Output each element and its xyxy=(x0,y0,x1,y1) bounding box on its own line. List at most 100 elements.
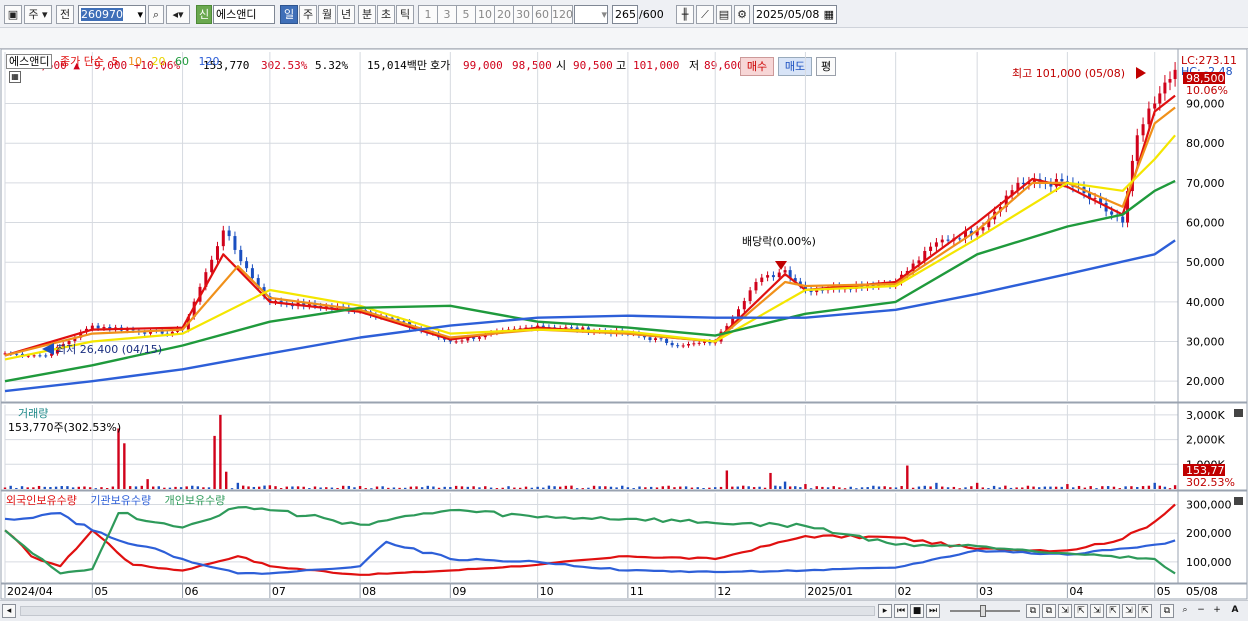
interval-60-button[interactable]: 60 xyxy=(532,5,552,24)
zoom-in-icon[interactable]: + xyxy=(1213,605,1221,615)
candle-body xyxy=(803,285,807,290)
holdings-line xyxy=(4,506,1176,575)
volume-bar xyxy=(489,487,493,489)
calendar-icon[interactable]: ▦ xyxy=(823,8,834,21)
period-second-button[interactable]: 초 xyxy=(377,5,395,24)
x-tick-label: 08 xyxy=(362,585,376,598)
tool-icon-7[interactable]: ⇲ xyxy=(1122,604,1136,618)
volume-bar xyxy=(815,486,818,489)
copy-icon[interactable]: ⧉ xyxy=(1160,604,1174,618)
tool-icon-8[interactable]: ⇱ xyxy=(1138,604,1152,618)
volume-bar xyxy=(472,486,475,489)
custom-interval-select[interactable]: ▾ xyxy=(574,5,608,24)
dropdown-arrow-icon: ▾ xyxy=(137,8,143,21)
candle-body xyxy=(575,327,579,331)
tool-icon-4[interactable]: ⇱ xyxy=(1074,604,1088,618)
first-page-icon[interactable]: ⏮ xyxy=(894,604,908,618)
period-week-button[interactable]: 주 xyxy=(299,5,317,24)
zoom-out-icon[interactable]: − xyxy=(1197,605,1205,615)
market-type-select[interactable]: 주 ▾ xyxy=(24,5,52,24)
x-tick-label: 03 xyxy=(979,585,993,598)
candle-body xyxy=(541,325,545,327)
holdings-line xyxy=(4,511,1176,575)
volume-bar xyxy=(679,486,682,489)
dividend-annotation: 배당락(0.00%) xyxy=(742,235,816,248)
volume-bar xyxy=(524,486,528,489)
period-tick-button[interactable]: 틱 xyxy=(396,5,414,24)
candle-body xyxy=(79,332,83,338)
period-minute-button[interactable]: 분 xyxy=(358,5,376,24)
candle-body xyxy=(676,345,680,347)
candle-type-icon[interactable]: ╫ xyxy=(676,5,694,24)
date-input[interactable]: 2025/05/08 ▦ xyxy=(753,5,837,24)
stock-chart[interactable]: 2024/04 05 06 07 08 09 10 11 12 2025/01 02 03 04 05 05… xyxy=(0,49,1248,600)
interval-120-button[interactable]: 120 xyxy=(551,5,573,24)
scroll-right-icon[interactable]: ▸ xyxy=(878,604,892,618)
interval-5-button[interactable]: 5 xyxy=(456,5,476,24)
tool-icon-2[interactable]: ⧉ xyxy=(1042,604,1056,618)
ma20-line xyxy=(4,134,1176,361)
interval-30-button[interactable]: 30 xyxy=(513,5,533,24)
last-page-icon[interactable]: ⏭ xyxy=(926,604,940,618)
interval-1-button[interactable]: 1 xyxy=(418,5,438,24)
candle-body xyxy=(221,230,225,247)
volume-bar xyxy=(1077,485,1081,489)
x-tick-label: 2025/01 xyxy=(807,585,853,598)
candle-body xyxy=(1060,178,1064,182)
table-icon[interactable]: ▦ xyxy=(9,71,21,83)
candle-body xyxy=(708,341,712,344)
price-tag-bg xyxy=(1183,72,1225,84)
tool-icon-1[interactable]: ⧉ xyxy=(1026,604,1040,618)
volume-bar xyxy=(100,487,103,489)
y-tick-label: 60,000 xyxy=(1186,217,1225,230)
y-tick-label: 100,000 xyxy=(1186,556,1232,569)
candle-body xyxy=(215,246,219,260)
period-month-button[interactable]: 월 xyxy=(318,5,336,24)
period-year-button[interactable]: 년 xyxy=(337,5,355,24)
volume-bar xyxy=(37,485,41,489)
chart-scrollbar[interactable]: ◂ ▸ ⏮ ■ ⏭ ⧉ ⧉ ⇲ ⇱ ⇲ ⇱ ⇲ ⇱ ⧉ ⌕ − + A xyxy=(0,600,1248,621)
interval-10-button[interactable]: 10 xyxy=(475,5,495,24)
volume-bar xyxy=(952,486,956,489)
tool-icon-6[interactable]: ⇱ xyxy=(1106,604,1120,618)
text-size-icon[interactable]: A xyxy=(1231,605,1239,615)
candle-body xyxy=(766,275,770,278)
stop-icon[interactable]: ■ xyxy=(910,604,924,618)
drawing-tool-icon[interactable]: ⟋ xyxy=(696,5,714,24)
evaluate-button[interactable]: 평 xyxy=(816,57,836,76)
scroll-track[interactable] xyxy=(20,606,875,616)
sell-button[interactable]: 매도 xyxy=(778,57,812,76)
candle-body xyxy=(1010,190,1014,196)
full-button[interactable]: 전 xyxy=(56,5,74,24)
stock-code-input[interactable]: 260970 ▾ xyxy=(78,5,146,24)
magnifier-icon[interactable]: ⌕ xyxy=(1182,605,1188,615)
period-day-button[interactable]: 일 xyxy=(280,5,298,24)
search-icon[interactable]: ⌕ xyxy=(148,5,164,24)
volume-bar xyxy=(353,487,356,489)
window-icon[interactable]: ▣ xyxy=(4,5,22,24)
x-tick-label: 05 xyxy=(1157,585,1171,598)
tool-icon-3[interactable]: ⇲ xyxy=(1058,604,1072,618)
scroll-left-icon[interactable]: ◂ xyxy=(2,604,16,618)
interval-3-button[interactable]: 3 xyxy=(437,5,457,24)
interval-20-button[interactable]: 20 xyxy=(494,5,514,24)
candle-body xyxy=(1153,103,1157,109)
volume-bar xyxy=(88,487,92,489)
volume-bar xyxy=(929,486,932,489)
candle-body xyxy=(648,337,652,341)
zoom-slider-handle[interactable] xyxy=(980,605,986,617)
volume-bar xyxy=(128,486,132,489)
chart-toolbar: ▣ 주 ▾ 전 260970 ▾ ⌕ ◂▾ 신 에스앤디 일 주 월 년 분 초 … xyxy=(0,0,1248,28)
candle-body xyxy=(771,275,775,278)
save-icon[interactable]: ▤ xyxy=(716,5,732,24)
count-input[interactable]: 265 xyxy=(612,5,638,24)
count-total: /600 xyxy=(639,8,664,21)
buy-button[interactable]: 매수 xyxy=(740,57,774,76)
volume-bar xyxy=(9,485,12,489)
speaker-icon[interactable]: ◂▾ xyxy=(166,5,190,24)
settings-icon[interactable]: ⚙ xyxy=(734,5,750,24)
candle-body xyxy=(940,239,944,243)
pane-border-1 xyxy=(0,401,1248,492)
tool-icon-5[interactable]: ⇲ xyxy=(1090,604,1104,618)
candle-body xyxy=(777,272,781,278)
